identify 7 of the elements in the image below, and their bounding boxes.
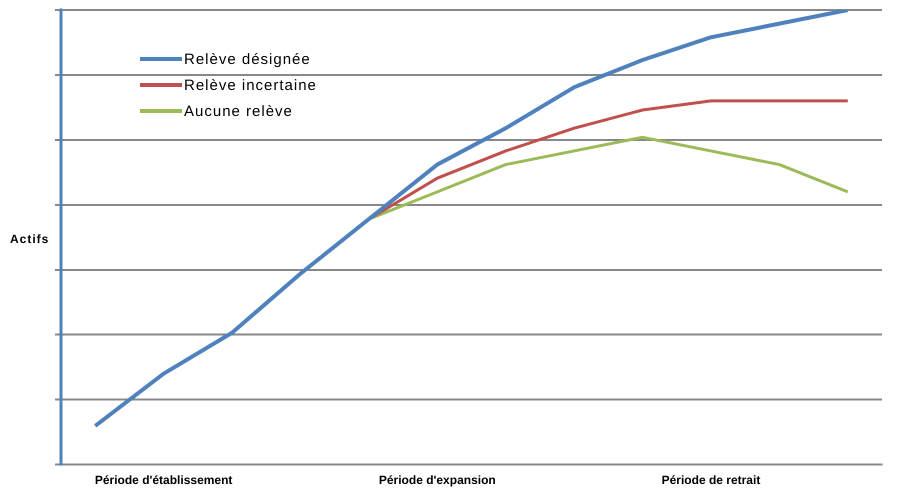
y-axis-title: Actifs — [10, 232, 50, 246]
x-tick-label: Période d'expansion — [378, 473, 496, 488]
x-tick-label: Période d'établissement — [94, 473, 232, 488]
legend-label: Relève désignée — [184, 50, 311, 68]
legend-label: Relève incertaine — [184, 76, 317, 94]
legend-label: Aucune relève — [184, 102, 293, 120]
x-tick-label: Période de retrait — [662, 473, 760, 488]
